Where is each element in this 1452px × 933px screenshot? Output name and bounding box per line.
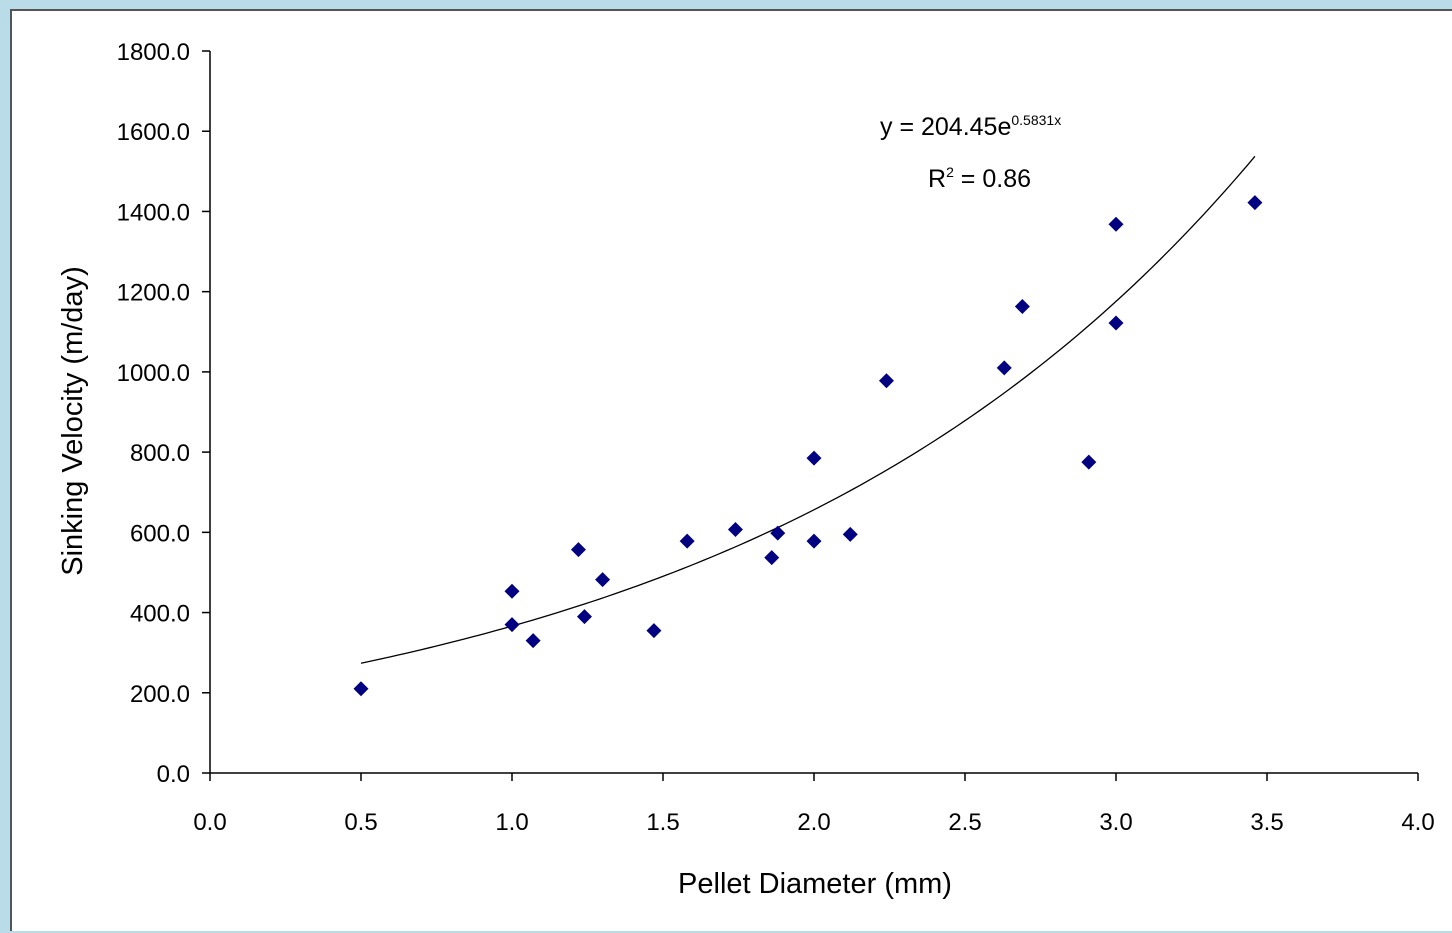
r-squared-value: = 0.86 xyxy=(954,165,1031,193)
y-tick-label: 1000.0 xyxy=(117,360,190,387)
data-point xyxy=(504,617,520,633)
y-axis: 0.0 200.0 400.0 600.0 800.0 1000.0 1200.0 1400.… xyxy=(117,39,211,788)
x-tick-label: 2.0 xyxy=(797,809,830,836)
y-tick-label: 800.0 xyxy=(130,440,190,467)
r-squared-base: R xyxy=(928,165,946,193)
y-tick-label: 1600.0 xyxy=(117,119,190,146)
data-point xyxy=(353,681,369,697)
data-point xyxy=(727,522,743,538)
data-point xyxy=(504,583,520,599)
data-point xyxy=(576,609,592,625)
data-point xyxy=(679,533,695,549)
data-points xyxy=(353,195,1263,697)
equation-text: y = 204.45e0.5831x xyxy=(880,112,1061,141)
data-point xyxy=(806,450,822,466)
data-point xyxy=(764,550,780,566)
y-tick-label: 1200.0 xyxy=(117,280,190,307)
data-point xyxy=(996,360,1012,376)
y-tick-label: 0.0 xyxy=(157,761,190,788)
data-point xyxy=(646,623,662,639)
data-point xyxy=(806,533,822,549)
x-axis: 0.0 0.5 1.0 1.5 2.0 2.5 3.0 3.5 4.0 xyxy=(193,772,1435,836)
scatter-chart: 0.0 0.5 1.0 1.5 2.0 2.5 3.0 3.5 4.0 0.0 200.0 400.… xyxy=(57,39,1435,900)
chart-frame: 0.0 0.5 1.0 1.5 2.0 2.5 3.0 3.5 4.0 0.0 200.0 400.… xyxy=(10,9,1452,931)
r-squared-text: R2 = 0.86 xyxy=(928,164,1031,193)
x-tick-label: 3.0 xyxy=(1099,809,1132,836)
data-point xyxy=(570,542,586,558)
y-tick-label: 600.0 xyxy=(130,520,190,547)
x-tick-label: 2.5 xyxy=(948,809,981,836)
x-tick-label: 1.5 xyxy=(646,809,679,836)
trendline xyxy=(360,155,1256,664)
x-tick-label: 4.0 xyxy=(1401,809,1434,836)
data-point xyxy=(1014,299,1030,315)
data-point xyxy=(595,572,611,588)
data-point xyxy=(1108,315,1124,331)
x-axis-title: Pellet Diameter (mm) xyxy=(678,868,952,900)
y-tick-label: 400.0 xyxy=(130,601,190,628)
data-point xyxy=(1081,454,1097,470)
y-tick-label: 1400.0 xyxy=(117,199,190,226)
x-tick-label: 0.0 xyxy=(193,809,226,836)
data-point xyxy=(1247,195,1263,211)
data-point xyxy=(1108,216,1124,232)
x-tick-label: 3.5 xyxy=(1250,809,1283,836)
y-tick-label: 200.0 xyxy=(130,681,190,708)
equation-exponent: 0.5831x xyxy=(1011,112,1061,128)
data-point xyxy=(842,526,858,542)
data-point xyxy=(770,525,786,541)
equation-prefix: y = 204.45e xyxy=(880,113,1011,141)
data-point xyxy=(525,633,541,649)
data-point xyxy=(878,373,894,389)
r-squared-sup: 2 xyxy=(946,164,954,180)
y-axis-title: Sinking Velocity (m/day) xyxy=(57,266,89,575)
x-tick-label: 0.5 xyxy=(344,809,377,836)
trendline-equation: y = 204.45e0.5831x R2 = 0.86 xyxy=(880,112,1061,193)
x-tick-label: 1.0 xyxy=(495,809,528,836)
y-tick-label: 1800.0 xyxy=(117,39,190,66)
